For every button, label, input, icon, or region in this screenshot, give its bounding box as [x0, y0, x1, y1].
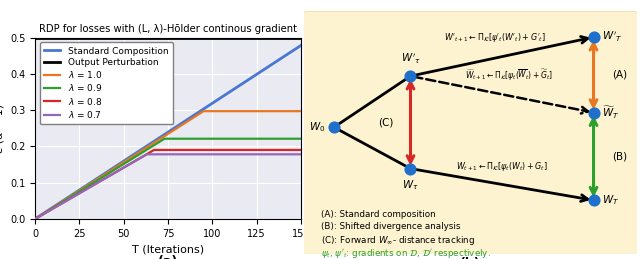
$\lambda$ = 0.8: [58, 202, 66, 205]
$\lambda$ = 1.0: [297, 110, 305, 113]
Standard Composition: [139, 147, 147, 150]
Text: $\psi_t$, $\psi'_t$: gradients on $\mathcal{D}$, $\mathcal{D}'$ respectively.: $\psi_t$, $\psi'_t$: gradients on $\math…: [321, 247, 490, 259]
Text: $W_0$: $W_0$: [309, 120, 326, 134]
$\lambda$ = 0.9: [239, 137, 246, 140]
Standard Composition: [239, 82, 246, 85]
$\lambda$ = 0.8: [297, 148, 305, 152]
Text: (C): Forward $W_\infty$- distance tracking: (C): Forward $W_\infty$- distance tracki…: [321, 234, 475, 247]
$\lambda$ = 0.8: [150, 148, 158, 152]
$\lambda$ = 0.9: [58, 200, 66, 204]
Standard Composition: [58, 200, 66, 203]
$\lambda$ = 0.7: [239, 153, 246, 156]
$\lambda$ = 0.9: [244, 137, 252, 140]
Text: $\widetilde{W}_T$: $\widetilde{W}_T$: [602, 104, 619, 121]
Text: (A): (A): [612, 70, 627, 80]
Output Perturbation: [33, 36, 41, 39]
$\lambda$ = 0.8: [148, 149, 156, 153]
$\lambda$ = 1.0: [244, 110, 252, 113]
Text: (a): (a): [158, 255, 178, 259]
$\lambda$ = 0.7: [31, 217, 39, 220]
Point: [405, 74, 415, 78]
$\lambda$ = 0.8: [31, 217, 39, 220]
Title: RDP for losses with (L, λ)-Hōlder continous gradient: RDP for losses with (L, λ)-Hōlder contin…: [39, 24, 297, 34]
$\lambda$ = 0.9: [139, 151, 147, 154]
Point: [588, 198, 598, 202]
$\lambda$ = 1.0: [239, 110, 246, 113]
Point: [588, 111, 598, 115]
$\lambda$ = 0.9: [31, 217, 39, 220]
$\lambda$ = 0.9: [297, 137, 305, 140]
Standard Composition: [31, 217, 39, 220]
Standard Composition: [148, 141, 156, 144]
$\lambda$ = 1.0: [139, 148, 147, 152]
FancyBboxPatch shape: [302, 12, 639, 255]
$\lambda$ = 1.0: [31, 217, 39, 220]
$\lambda$ = 0.7: [297, 153, 305, 156]
Point: [588, 35, 598, 39]
Output Perturbation: [31, 36, 39, 39]
Point: [329, 125, 339, 129]
Text: $W_T$: $W_T$: [602, 193, 619, 207]
Line: $\lambda$ = 1.0: $\lambda$ = 1.0: [35, 111, 301, 219]
$\lambda$ = 0.8: [244, 148, 252, 152]
Point: [405, 167, 415, 171]
Text: $W'_{t+1} \leftarrow \Pi_\mathcal{K}[\psi'_t(W'_t) + G'_t]$: $W'_{t+1} \leftarrow \Pi_\mathcal{K}[\ps…: [444, 31, 547, 45]
$\lambda$ = 0.9: [214, 137, 221, 140]
$\lambda$ = 1.0: [214, 110, 221, 113]
Line: Standard Composition: Standard Composition: [35, 46, 301, 219]
Text: $W_{t+1} \leftarrow \Pi_\mathcal{K}[\psi_t(W_t) + G_t]$: $W_{t+1} \leftarrow \Pi_\mathcal{K}[\psi…: [456, 161, 548, 174]
Text: (b): (b): [460, 257, 481, 259]
Standard Composition: [243, 79, 251, 82]
Standard Composition: [297, 44, 305, 47]
Text: (B): Shifted divergence analysis: (B): Shifted divergence analysis: [321, 222, 460, 231]
Standard Composition: [214, 98, 221, 101]
Line: $\lambda$ = 0.7: $\lambda$ = 0.7: [35, 154, 301, 219]
$\lambda$ = 0.7: [58, 202, 66, 205]
Text: (B): (B): [612, 152, 627, 161]
Y-axis label: ε (α = 1): ε (α = 1): [0, 104, 4, 153]
$\lambda$ = 0.8: [139, 155, 147, 158]
X-axis label: T (Iterations): T (Iterations): [132, 244, 204, 254]
Line: $\lambda$ = 0.8: $\lambda$ = 0.8: [35, 150, 301, 219]
$\lambda$ = 0.7: [244, 153, 252, 156]
$\lambda$ = 1.0: [148, 142, 156, 146]
Text: (A): Standard composition: (A): Standard composition: [321, 210, 435, 219]
$\lambda$ = 0.7: [214, 153, 221, 156]
Text: $W'_T$: $W'_T$: [602, 30, 622, 44]
Line: $\lambda$ = 0.9: $\lambda$ = 0.9: [35, 139, 301, 219]
Text: $W_\tau$: $W_\tau$: [402, 178, 419, 192]
$\lambda$ = 0.8: [214, 148, 221, 152]
$\lambda$ = 0.8: [239, 148, 246, 152]
$\lambda$ = 1.0: [58, 200, 66, 203]
$\lambda$ = 1.0: [200, 110, 207, 113]
$\lambda$ = 0.9: [161, 137, 168, 140]
$\lambda$ = 0.7: [139, 155, 147, 158]
Text: (C): (C): [378, 117, 394, 127]
Text: $W'_\tau$: $W'_\tau$: [401, 52, 420, 66]
$\lambda$ = 0.9: [148, 145, 156, 148]
$\lambda$ = 0.7: [148, 153, 156, 156]
Legend: Standard Composition, Output Perturbation, $\lambda$ = 1.0, $\lambda$ = 0.9, $\l: Standard Composition, Output Perturbatio…: [40, 42, 173, 124]
$\lambda$ = 0.7: [143, 153, 150, 156]
Text: $\widehat{W}_{t+1} \leftarrow \Pi_\mathcal{K}[\psi_t(\overline{W}_t) + \widetild: $\widehat{W}_{t+1} \leftarrow \Pi_\mathc…: [465, 68, 553, 83]
